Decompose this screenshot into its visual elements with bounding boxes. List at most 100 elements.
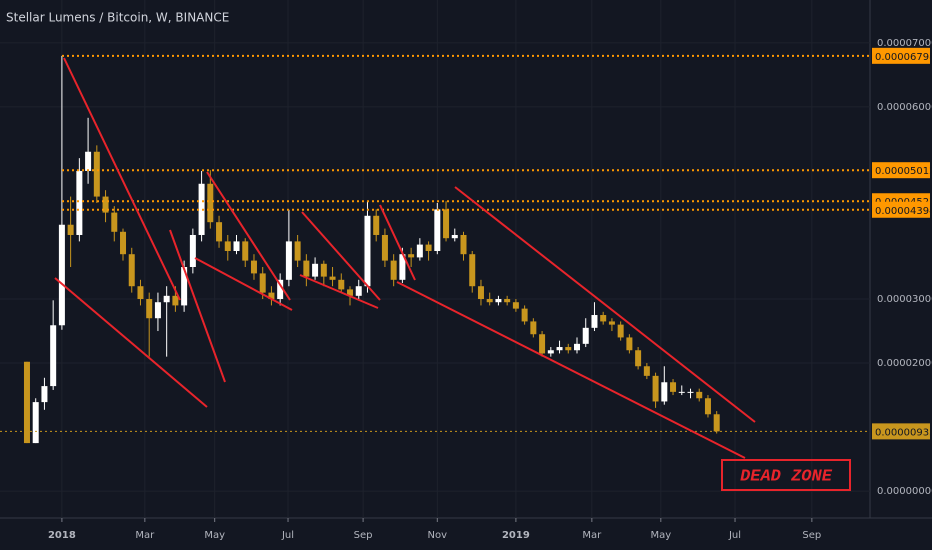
x-tick-label: Nov xyxy=(428,530,448,541)
candle-body xyxy=(643,366,650,376)
x-tick-label: Mar xyxy=(582,530,602,541)
candle-body xyxy=(41,386,48,403)
trendline xyxy=(54,277,208,408)
candle-body xyxy=(23,361,30,444)
y-tick-label: 0.00007000 xyxy=(877,38,932,49)
candle-body xyxy=(390,260,397,280)
candle-body xyxy=(268,292,275,300)
candle-body xyxy=(58,224,65,326)
x-tick-label: Jul xyxy=(281,530,294,541)
candle-body xyxy=(347,289,354,296)
trendline xyxy=(299,274,379,309)
candle-body xyxy=(233,241,240,251)
x-tick-label: May xyxy=(650,530,671,541)
level-label: 0.00005012 xyxy=(875,166,932,177)
candle-body xyxy=(696,391,703,399)
candle-body xyxy=(704,398,711,415)
candle-body xyxy=(477,286,484,300)
candle-body xyxy=(512,302,519,309)
candle-body xyxy=(530,321,537,335)
candle-body xyxy=(67,224,74,235)
trendline xyxy=(379,204,416,281)
annotation-box xyxy=(721,459,851,491)
level-label-box xyxy=(872,162,930,179)
candle-body xyxy=(678,391,685,393)
candle-body xyxy=(329,276,336,280)
y-tick-label: 0.00000000 xyxy=(877,486,932,497)
candle-body xyxy=(600,315,607,322)
candle-body xyxy=(373,215,380,235)
candle-body xyxy=(416,244,423,258)
candle-body xyxy=(338,279,345,290)
x-tick-label: May xyxy=(204,530,225,541)
candle-body xyxy=(626,337,633,351)
candle-body xyxy=(76,170,83,235)
candle-body xyxy=(408,254,415,258)
candle-body xyxy=(713,414,720,432)
y-tick-label: 0.00006000 xyxy=(877,102,932,113)
candle-body xyxy=(469,254,476,287)
candle-body xyxy=(574,343,581,351)
candle-body xyxy=(137,286,144,300)
level-label-box xyxy=(872,201,930,218)
level-label-box xyxy=(872,47,930,64)
candle-body xyxy=(486,299,493,303)
candle-body xyxy=(198,183,205,235)
candle-body xyxy=(146,299,153,319)
candle-body xyxy=(556,347,563,351)
candle-body xyxy=(687,391,694,393)
candle-body xyxy=(399,254,406,280)
candle-body xyxy=(320,263,327,277)
level-label: 0.00000933 xyxy=(875,427,932,438)
candle-body xyxy=(250,260,257,274)
candle-body xyxy=(181,267,188,306)
candle-body xyxy=(460,234,467,255)
trendline xyxy=(169,229,226,383)
y-tick-label: 0.00002000 xyxy=(877,358,932,369)
candle-body xyxy=(163,295,170,303)
candle-body xyxy=(355,286,362,296)
candle-body xyxy=(661,382,668,402)
candle-body xyxy=(102,196,109,213)
candle-body xyxy=(242,241,249,261)
candle-body xyxy=(224,241,231,251)
level-label: 0.00004394 xyxy=(875,206,932,217)
candle-body xyxy=(425,244,432,251)
trendlines xyxy=(54,57,756,459)
annotation: DEAD ZONE xyxy=(740,467,833,486)
candle-body xyxy=(582,327,589,344)
y-tick-label: 0.00003000 xyxy=(877,294,932,305)
candle-body xyxy=(434,209,441,251)
candle-body xyxy=(216,222,223,242)
x-tick-label: Sep xyxy=(802,530,821,541)
candle-body xyxy=(172,295,179,306)
candle-body xyxy=(189,234,196,268)
candle-body xyxy=(207,183,214,223)
trendline xyxy=(63,57,181,301)
trendline xyxy=(194,257,293,311)
candle-body xyxy=(259,273,266,293)
x-tick-label: Mar xyxy=(135,530,155,541)
candle-body xyxy=(495,299,502,303)
candle-body xyxy=(451,234,458,239)
trendline xyxy=(206,171,291,301)
x-tick-label: 2019 xyxy=(502,530,530,541)
x-tick-label: Sep xyxy=(354,530,373,541)
chart-title: Stellar Lumens / Bitcoin, W, BINANCE xyxy=(6,11,229,25)
candle-body xyxy=(128,254,135,287)
candle-body xyxy=(277,279,284,300)
candle-body xyxy=(443,209,450,239)
level-label: 0.00006798 xyxy=(875,52,932,63)
candle-body xyxy=(312,263,319,277)
candle-body xyxy=(154,302,161,319)
candle-body xyxy=(635,350,642,367)
candle-body xyxy=(670,382,677,392)
candle-body xyxy=(32,402,39,444)
x-tick-label: Jul xyxy=(728,530,741,541)
candle-body xyxy=(85,151,92,171)
candle-body xyxy=(111,212,118,232)
trendline xyxy=(454,186,756,423)
level-label-box xyxy=(872,423,930,440)
